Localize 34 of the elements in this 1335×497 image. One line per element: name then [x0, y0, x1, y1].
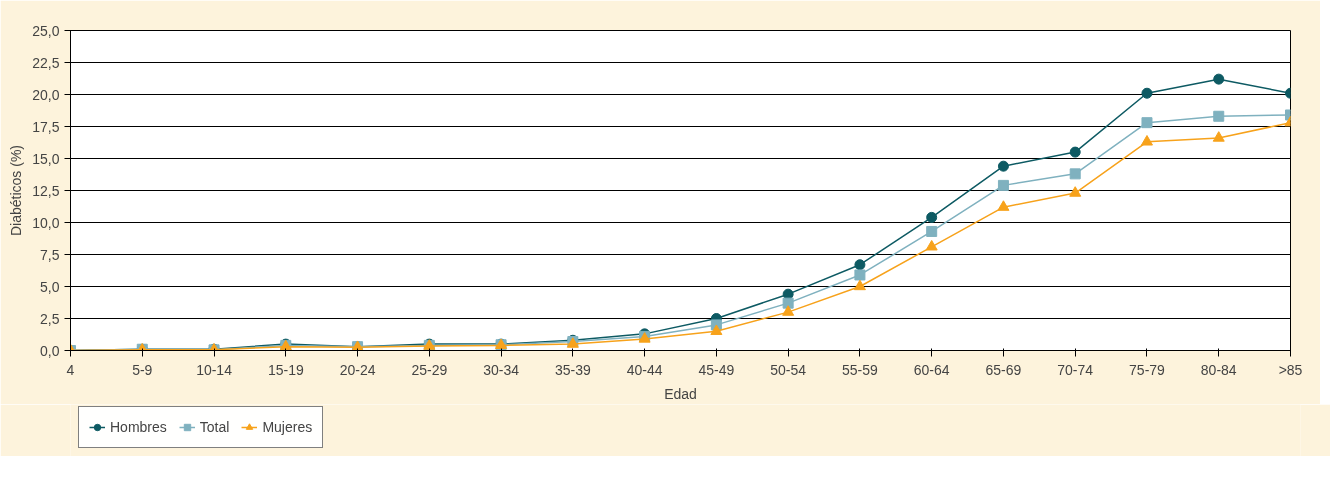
y-tick-label: 7,5: [40, 246, 60, 263]
y-tick-label: 25,0: [32, 22, 60, 39]
x-tick-label: 30-34: [483, 361, 520, 378]
x-tick-label: 65-69: [985, 361, 1022, 378]
y-tick-label: 22,5: [32, 54, 60, 71]
x-tick-label: >85: [1278, 361, 1303, 378]
x-tick-label: 50-54: [770, 361, 807, 378]
x-tick-label: 55-59: [842, 361, 879, 378]
x-tick-label: 35-39: [554, 361, 591, 378]
x-tick-label: 40-44: [626, 361, 663, 378]
legend-label: Hombres: [110, 419, 167, 435]
y-tick-label: 0,0: [40, 342, 60, 359]
y-tick-label: 2,5: [40, 310, 60, 327]
legend-label: Mujeres: [262, 419, 313, 435]
y-tick-label: 5,0: [40, 278, 60, 295]
x-tick-label: 25-29: [411, 361, 448, 378]
x-tick-label: 20-24: [339, 361, 376, 378]
y-tick-label: 17,5: [32, 118, 60, 135]
y-tick-label: 12,5: [32, 182, 60, 199]
y-tick-label: 15,0: [32, 150, 60, 167]
x-tick-label: 5-9: [132, 361, 153, 378]
x-tick-label: 15-19: [267, 361, 304, 378]
y-tick-label: 20,0: [32, 86, 60, 103]
x-tick-label: 60-64: [913, 361, 950, 378]
y-tick-label: 10,0: [32, 214, 60, 231]
x-tick-label: 80-84: [1200, 361, 1237, 378]
x-tick-label: 45-49: [698, 361, 735, 378]
x-tick-label: 4: [66, 361, 75, 378]
x-axis-title: Edad: [664, 385, 697, 402]
y-axis-title: Diabéticos (%): [8, 144, 25, 237]
legend-label: Total: [199, 419, 230, 435]
x-tick-label: 70-74: [1057, 361, 1094, 378]
x-tick-label: 10-14: [196, 361, 233, 378]
x-tick-label: 75-79: [1129, 361, 1166, 378]
